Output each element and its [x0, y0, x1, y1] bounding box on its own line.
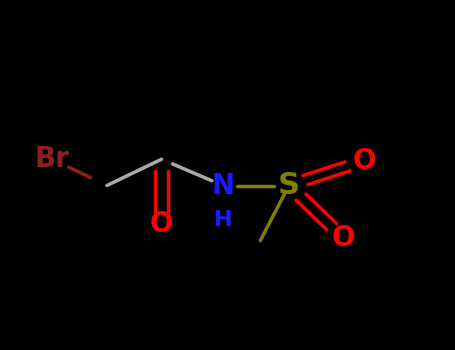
- Text: O: O: [352, 147, 376, 175]
- Text: O: O: [332, 224, 355, 252]
- Text: O: O: [150, 210, 173, 238]
- Text: S: S: [278, 171, 300, 200]
- Text: Br: Br: [35, 145, 70, 173]
- Text: N: N: [212, 172, 234, 200]
- Text: H: H: [214, 210, 232, 231]
